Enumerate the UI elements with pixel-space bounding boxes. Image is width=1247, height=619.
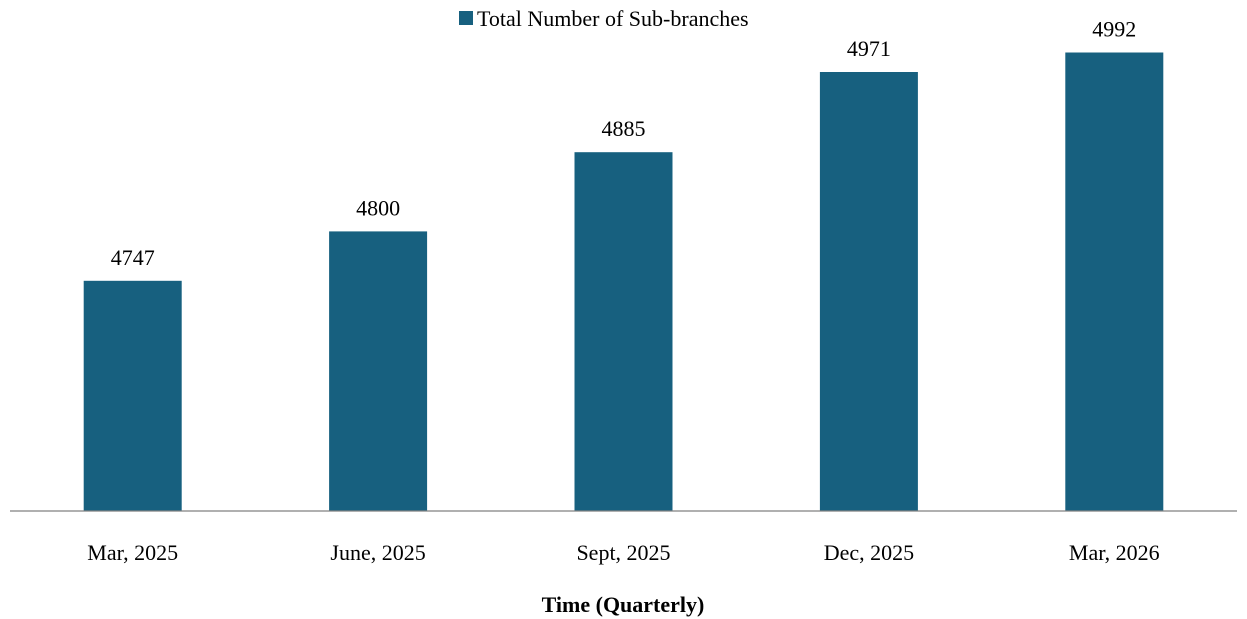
legend-label: Total Number of Sub-branches (477, 6, 749, 31)
category-labels-group: Mar, 2025 June, 2025 Sept, 2025 Dec, 2025 Ma… (87, 540, 1159, 565)
bar (1065, 52, 1164, 511)
bar (329, 231, 428, 511)
bar (819, 72, 918, 511)
bar-value-label: 4800 (356, 195, 400, 220)
legend: Total Number of Sub-branches (459, 6, 749, 31)
category-tick-label: Dec, 2025 (824, 540, 914, 565)
bar-value-label: 4992 (1092, 17, 1136, 42)
category-tick-label: June, 2025 (330, 540, 425, 565)
value-labels-group: 4747 4800 4885 4971 4992 (111, 17, 1137, 270)
category-tick-label: Mar, 2026 (1069, 540, 1160, 565)
category-tick-label: Mar, 2025 (87, 540, 178, 565)
bar-value-label: 4885 (602, 116, 646, 141)
legend-swatch (459, 11, 473, 25)
bar-value-label: 4747 (111, 245, 155, 270)
bar (83, 280, 182, 511)
x-axis-title: Time (Quarterly) (542, 592, 705, 617)
bar (574, 152, 673, 511)
bar-value-label: 4971 (847, 36, 891, 61)
category-tick-label: Sept, 2025 (576, 540, 670, 565)
bars-group (83, 52, 1164, 511)
